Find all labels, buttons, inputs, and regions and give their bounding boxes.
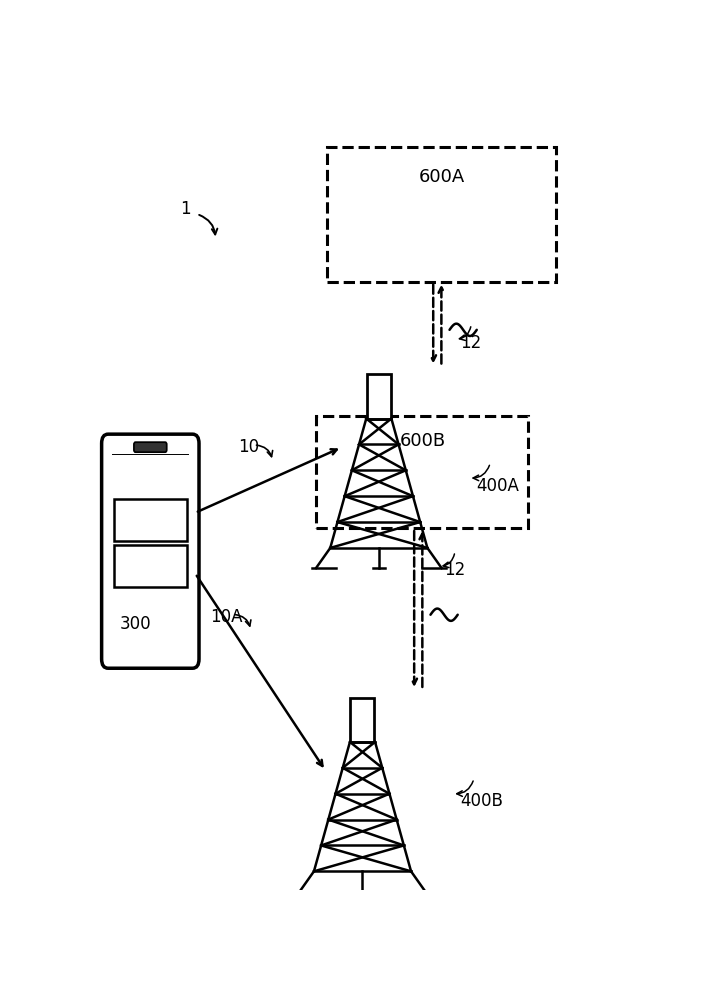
Text: 600B: 600B xyxy=(399,432,445,450)
Text: 300: 300 xyxy=(120,615,152,633)
Text: 300A: 300A xyxy=(133,513,168,527)
Bar xyxy=(350,698,374,742)
Text: 400A: 400A xyxy=(477,477,519,495)
Text: 12: 12 xyxy=(444,561,465,579)
Text: 10: 10 xyxy=(238,438,259,456)
Text: 10A: 10A xyxy=(210,608,243,626)
Bar xyxy=(367,374,391,419)
Text: 600A: 600A xyxy=(418,168,465,186)
Bar xyxy=(114,499,187,541)
FancyBboxPatch shape xyxy=(317,416,529,528)
FancyBboxPatch shape xyxy=(102,434,199,668)
Text: 300B: 300B xyxy=(133,559,168,573)
FancyBboxPatch shape xyxy=(327,147,556,282)
Text: 12: 12 xyxy=(461,334,482,352)
FancyBboxPatch shape xyxy=(134,442,166,452)
Text: 1: 1 xyxy=(180,200,191,218)
Bar xyxy=(114,545,187,587)
Text: 400B: 400B xyxy=(461,792,503,810)
